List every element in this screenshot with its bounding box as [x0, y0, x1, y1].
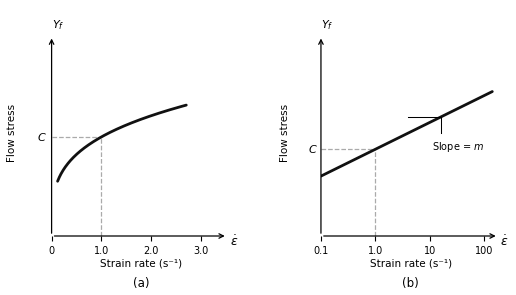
- Text: Slope = $m$: Slope = $m$: [432, 140, 485, 154]
- Text: $C$: $C$: [37, 131, 46, 143]
- Text: Flow stress: Flow stress: [280, 104, 290, 162]
- Text: $Y_f$: $Y_f$: [52, 18, 64, 32]
- Text: Flow stress: Flow stress: [7, 104, 17, 162]
- X-axis label: Strain rate (s⁻¹): Strain rate (s⁻¹): [369, 258, 452, 268]
- Text: $Y_f$: $Y_f$: [321, 18, 333, 32]
- Text: (a): (a): [133, 277, 150, 290]
- Text: $\dot{\varepsilon}$: $\dot{\varepsilon}$: [499, 235, 508, 250]
- Text: (b): (b): [402, 277, 419, 290]
- Text: $C$: $C$: [308, 143, 318, 155]
- Text: $\dot{\varepsilon}$: $\dot{\varepsilon}$: [230, 235, 238, 250]
- X-axis label: Strain rate (s⁻¹): Strain rate (s⁻¹): [100, 258, 183, 268]
